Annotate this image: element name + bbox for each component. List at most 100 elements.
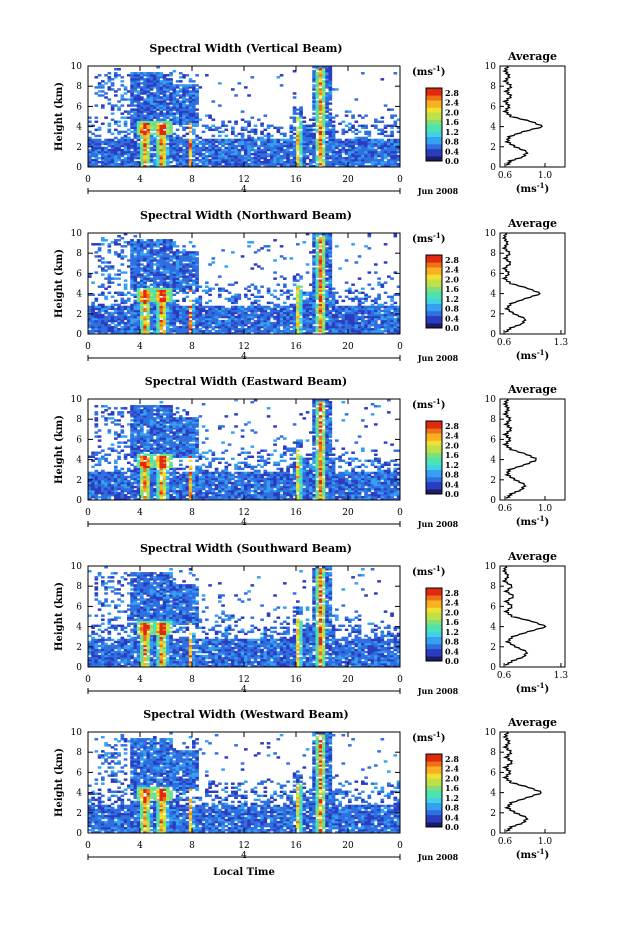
heatmap-cell [146,122,151,125]
heatmap-cell [270,144,274,148]
heatmap-cell [328,259,333,262]
heatmap-cell [149,148,154,152]
heatmap-cell [146,265,151,268]
heatmap-cell [101,309,105,313]
heatmap-cell [240,313,245,317]
heatmap-cell [351,305,355,309]
heatmap-cell [175,140,180,144]
heatmap-cell [140,279,144,282]
heatmap-cell [325,277,329,280]
heatmap-cell [224,307,229,311]
heatmap-cell [185,116,190,119]
heatmap-cell [273,164,277,168]
heatmap-cell [361,327,365,331]
heatmap-cell [361,72,365,75]
heatmap-cell [270,138,274,142]
heatmap-cell [328,277,333,280]
heatmap-cell [91,160,95,164]
heatmap-cell [130,329,134,333]
heatmap-cell [156,100,160,103]
heatmap-cell [91,327,95,331]
heatmap-cell [162,122,167,125]
heatmap-cell [234,299,238,303]
heatmap-cell [240,309,245,313]
heatmap-cell [192,148,196,152]
heatmap-cell [130,110,134,113]
heatmap-cell [270,307,274,311]
heatmap-cell [188,331,193,335]
heatmap-cell [266,291,271,294]
heatmap-cell [312,88,316,91]
heatmap-cell [344,144,349,148]
heatmap-cell [263,162,268,166]
heatmap-cell [110,307,115,311]
heatmap-cell [357,146,362,150]
heatmap-cell [318,255,323,258]
heatmap-cell [322,307,326,311]
heatmap-cell [97,82,102,85]
heatmap-cell [374,124,378,127]
heatmap-cell [237,152,242,156]
avg-y-tick-label: 2 [490,310,496,320]
heatmap-cell [357,299,362,303]
heatmap-cell [117,146,121,150]
heatmap-cell [247,319,251,323]
heatmap-cell [221,327,225,331]
heatmap-cell [296,319,300,323]
heatmap-cell [136,122,141,125]
heatmap-cell [331,150,336,154]
heatmap-cell [162,301,167,305]
heatmap-cell [182,90,186,93]
heatmap-cell [159,144,164,148]
heatmap-cell [127,241,131,244]
heatmap-cell [146,263,151,266]
heatmap-cell [159,86,164,89]
heatmap-cell [143,241,147,244]
heatmap-cell [312,146,316,150]
heatmap-cell [351,130,355,134]
heatmap-cell [166,297,170,301]
heatmap-cell [162,102,167,105]
heatmap-cell [328,281,333,284]
heatmap-cell [231,327,235,331]
heatmap-cell [156,96,160,99]
heatmap-cell [179,305,183,309]
heatmap-cell [149,96,154,99]
heatmap-cell [97,160,102,164]
heatmap-cell [335,144,339,148]
heatmap-cell [296,315,300,319]
heatmap-cell [335,160,339,164]
heatmap-cell [159,263,164,266]
heatmap-cell [231,140,235,144]
heatmap-cell [273,148,277,152]
heatmap-cell [299,162,303,166]
heatmap-cell [140,315,144,319]
heatmap-cell [208,263,212,266]
heatmap-cell [361,331,365,335]
avg-y-tick-label: 10 [485,229,497,239]
heatmap-cell [380,285,385,288]
heatmap-cell [387,311,391,315]
heatmap-cell [257,160,261,164]
heatmap-cell [396,321,401,325]
heatmap-cell [97,307,102,311]
heatmap-cell [279,74,284,77]
heatmap-cell [123,164,128,168]
heatmap-cell [218,311,222,315]
heatmap-cell [296,307,300,311]
x-tick-label: 12 [238,175,249,185]
heatmap-cell [344,321,349,325]
heatmap-cell [182,277,186,280]
heatmap-cell [156,134,160,138]
heatmap-cell [312,66,316,69]
heatmap-cell [390,124,394,127]
heatmap-cell [227,311,232,315]
heatmap-cell [169,160,173,164]
heatmap-cell [234,154,238,158]
heatmap-cell [146,291,151,294]
heatmap-cell [299,311,303,315]
heatmap-cell [305,327,310,331]
heatmap-cell [185,142,190,146]
heatmap-cell [387,146,391,150]
heatmap-cell [296,325,300,329]
